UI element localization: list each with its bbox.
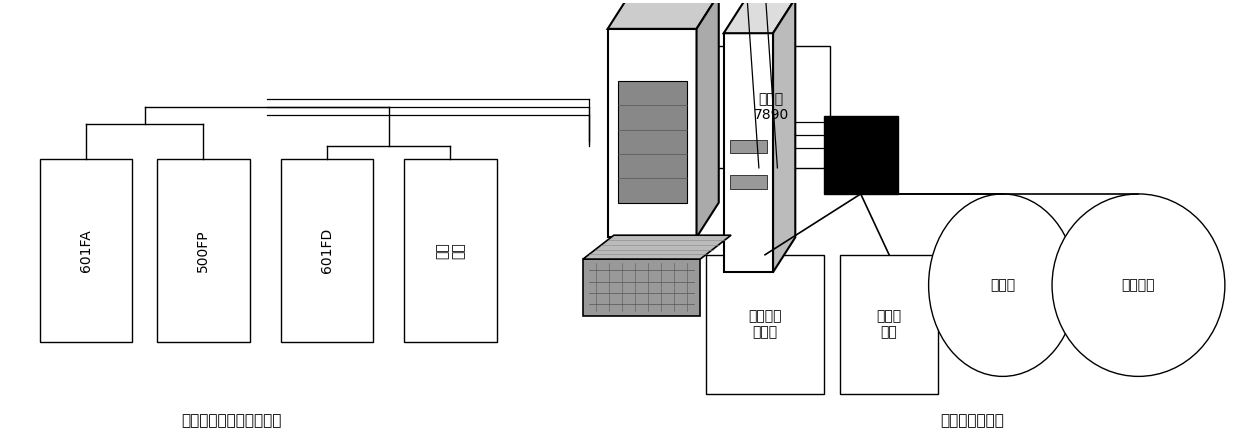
Bar [707,255,823,394]
Ellipse shape [1052,194,1225,376]
Text: 601FA: 601FA [79,229,93,272]
Polygon shape [724,0,795,33]
Text: 排气系统: 排气系统 [1122,278,1156,292]
Ellipse shape [929,194,1076,376]
Polygon shape [724,33,773,272]
Text: 安捷伦
7890: 安捷伦 7890 [754,92,789,122]
Text: 检测仪表及相应管路系统: 检测仪表及相应管路系统 [181,414,281,429]
Bar [404,159,496,341]
Polygon shape [608,0,719,29]
Polygon shape [583,259,701,315]
Polygon shape [773,0,795,272]
Bar [618,81,687,203]
Polygon shape [608,29,697,237]
Text: 601FD: 601FD [320,228,334,273]
Bar [713,46,830,168]
Bar [823,116,898,194]
Text: 气路选择
电磁阀: 气路选择 电磁阀 [748,309,781,339]
Text: 真空泵: 真空泵 [990,278,1016,292]
Text: 试管
检测: 试管 检测 [435,242,465,259]
Bar [730,176,766,188]
Bar [157,159,249,341]
Text: 质量流
量计: 质量流 量计 [877,309,901,339]
Text: 自动化控制系统: 自动化控制系统 [940,414,1003,429]
Text: 500FP: 500FP [196,229,211,272]
Bar [40,159,133,341]
Polygon shape [583,235,732,259]
Polygon shape [697,0,719,237]
Bar [280,159,373,341]
Bar [730,139,766,153]
Bar [839,255,939,394]
